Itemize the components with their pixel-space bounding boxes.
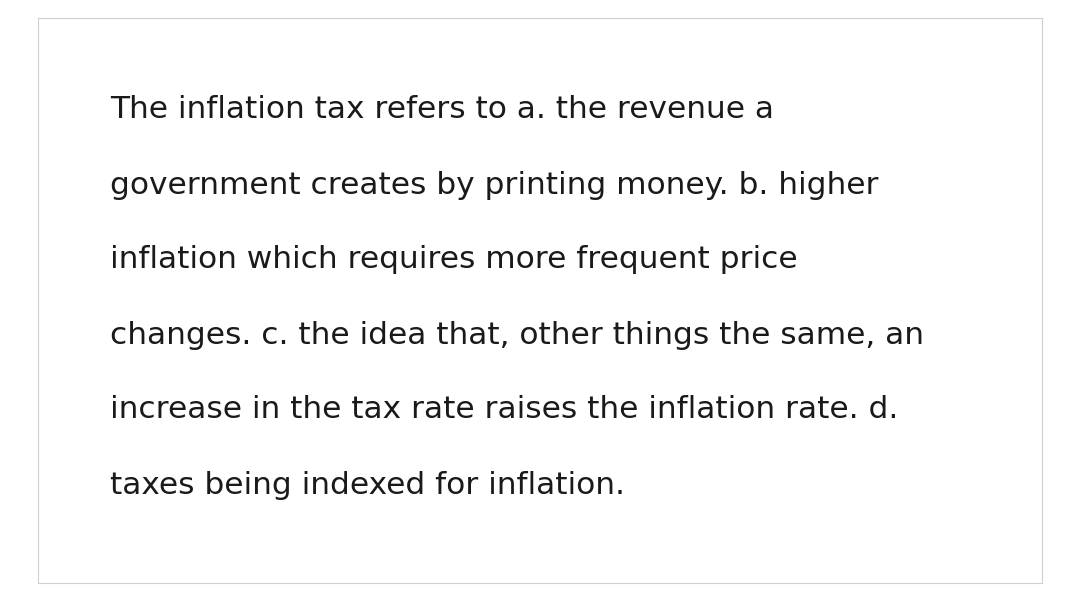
Text: changes. c. the idea that, other things the same, an: changes. c. the idea that, other things …	[110, 320, 924, 350]
Text: inflation which requires more frequent price: inflation which requires more frequent p…	[110, 245, 798, 275]
Text: taxes being indexed for inflation.: taxes being indexed for inflation.	[110, 471, 625, 499]
Text: increase in the tax rate raises the inflation rate. d.: increase in the tax rate raises the infl…	[110, 395, 899, 424]
Text: The inflation tax refers to a. the revenue a: The inflation tax refers to a. the reven…	[110, 96, 774, 124]
Text: government creates by printing money. b. higher: government creates by printing money. b.…	[110, 171, 878, 200]
